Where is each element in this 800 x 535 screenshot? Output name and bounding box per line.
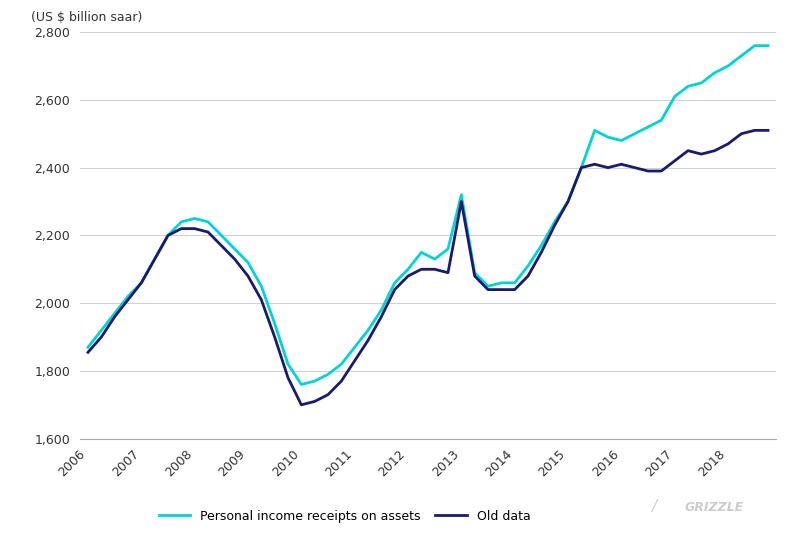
Old data bbox=[510, 286, 519, 293]
Old data bbox=[297, 402, 306, 408]
Old data bbox=[337, 378, 346, 384]
Personal income receipts on assets bbox=[457, 192, 466, 198]
Personal income receipts on assets bbox=[337, 361, 346, 368]
Personal income receipts on assets bbox=[297, 381, 306, 388]
Personal income receipts on assets bbox=[417, 249, 426, 256]
Text: /: / bbox=[651, 499, 656, 514]
Personal income receipts on assets bbox=[537, 242, 546, 249]
Personal income receipts on assets bbox=[83, 344, 93, 350]
Old data bbox=[750, 127, 759, 134]
Old data bbox=[763, 127, 773, 134]
Line: Personal income receipts on assets: Personal income receipts on assets bbox=[88, 45, 768, 385]
Personal income receipts on assets bbox=[137, 280, 146, 286]
Legend: Personal income receipts on assets, Old data: Personal income receipts on assets, Old … bbox=[158, 510, 530, 523]
Line: Old data: Old data bbox=[88, 131, 768, 405]
Old data bbox=[83, 349, 93, 356]
Personal income receipts on assets bbox=[510, 280, 519, 286]
Personal income receipts on assets bbox=[763, 42, 773, 49]
Text: GRIZZLE: GRIZZLE bbox=[685, 501, 744, 514]
Personal income receipts on assets bbox=[750, 42, 759, 49]
Old data bbox=[417, 266, 426, 272]
Old data bbox=[537, 249, 546, 256]
Old data bbox=[137, 280, 146, 286]
Old data bbox=[457, 198, 466, 205]
Text: (US $ billion saar): (US $ billion saar) bbox=[31, 11, 142, 24]
